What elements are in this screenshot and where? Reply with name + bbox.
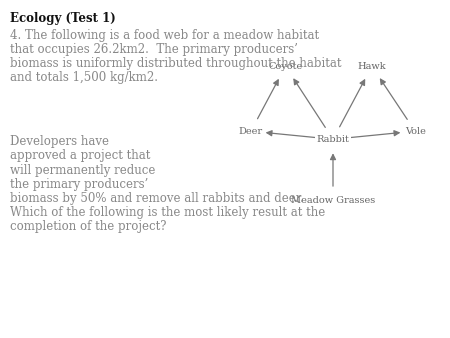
Text: Coyote: Coyote — [268, 62, 302, 71]
Text: Ecology (Test 1): Ecology (Test 1) — [10, 12, 116, 25]
Text: completion of the project?: completion of the project? — [10, 220, 166, 233]
Text: Rabbit: Rabbit — [316, 135, 350, 144]
Text: Meadow Grasses: Meadow Grasses — [291, 196, 375, 204]
Text: approved a project that: approved a project that — [10, 149, 150, 162]
Text: that occupies 26.2km2.  The primary producers’: that occupies 26.2km2. The primary produ… — [10, 43, 298, 56]
Text: and totals 1,500 kg/km2.: and totals 1,500 kg/km2. — [10, 71, 158, 84]
Text: 4. The following is a food web for a meadow habitat: 4. The following is a food web for a mea… — [10, 29, 319, 42]
Text: biomass is uniformly distributed throughout the habitat: biomass is uniformly distributed through… — [10, 57, 342, 70]
Text: Which of the following is the most likely result at the: Which of the following is the most likel… — [10, 206, 325, 219]
Text: Developers have: Developers have — [10, 135, 109, 148]
Text: will permanently reduce: will permanently reduce — [10, 164, 155, 176]
Text: Deer: Deer — [239, 127, 263, 136]
Text: the primary producers’: the primary producers’ — [10, 178, 148, 191]
Text: Hawk: Hawk — [358, 62, 386, 71]
Text: biomass by 50% and remove all rabbits and deer.: biomass by 50% and remove all rabbits an… — [10, 192, 304, 205]
Text: Vole: Vole — [405, 127, 426, 136]
